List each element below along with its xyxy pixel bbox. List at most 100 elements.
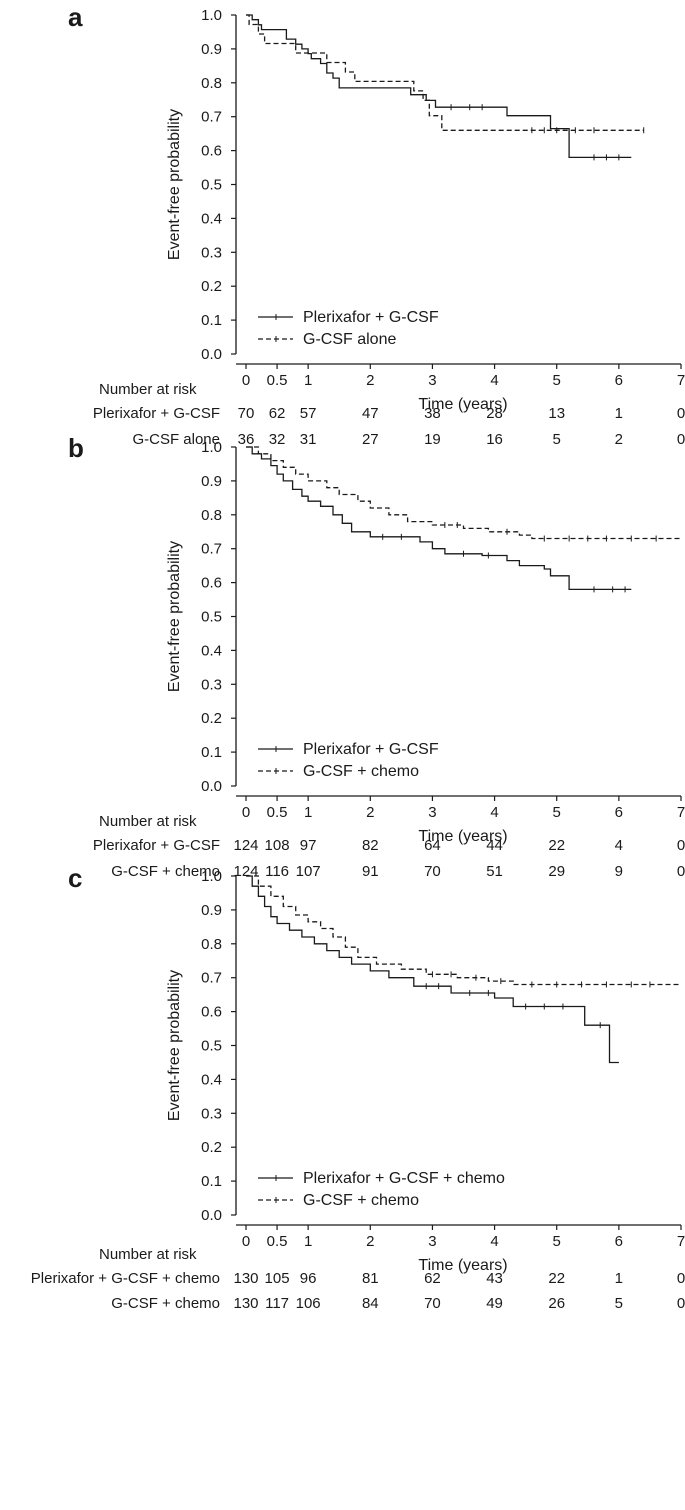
panel-b-y-tick-label: 0.5	[201, 609, 222, 626]
panel-c-risk-value: 0	[677, 1295, 685, 1312]
panel-a-y-tick-label: 0.4	[201, 210, 222, 227]
panel-b-label: b	[68, 433, 84, 463]
panel-b-risk-value: 9	[615, 863, 623, 880]
panel-c-y-tick-label: 1.0	[201, 868, 222, 885]
panel-c-legend-label-1: Plerixafor + G-CSF + chemo	[303, 1170, 505, 1187]
panel-b-y-tick-label: 0.8	[201, 507, 222, 524]
panel-a-risk-value: 70	[238, 405, 255, 422]
panel-c-risk-value: 1	[615, 1270, 623, 1287]
panel-c-series-1-line	[246, 875, 619, 1064]
panel-a-risk-value: 0	[677, 431, 685, 448]
panel-b-risk-value: 64	[424, 837, 441, 854]
panel-c-risk-value: 70	[424, 1295, 441, 1312]
panel-a-y-tick-label: 0.1	[201, 312, 222, 329]
panel-b-y-tick-label: 0.6	[201, 575, 222, 592]
panel-c-risk-value: 130	[233, 1295, 258, 1312]
panel-c-y-tick-label: 0.7	[201, 970, 222, 987]
panel-a-y-tick-label: 0.3	[201, 244, 222, 261]
panel-c-y-tick-label: 0.3	[201, 1105, 222, 1122]
panel-a-x-tick-label: 3	[428, 372, 436, 389]
panel-c-risk-value: 49	[486, 1295, 503, 1312]
panel-c-x-tick-label: 7	[677, 1233, 685, 1250]
panel-a-series-2-line	[246, 14, 644, 131]
panel-b-x-tick-label: 0.5	[267, 804, 288, 821]
panel-c-y-tick-label: 0.1	[201, 1173, 222, 1190]
panel-b-x-tick-label: 2	[366, 804, 374, 821]
panel-c-y-tick-label: 0.0	[201, 1207, 222, 1224]
panel-a-risk-value: 62	[269, 405, 286, 422]
panel-a-y-tick-label: 1.0	[201, 7, 222, 24]
panel-b-y-tick-label: 1.0	[201, 439, 222, 456]
panel-b-x-tick-label: 6	[615, 804, 623, 821]
panel-a-risk-value: 0	[677, 405, 685, 422]
panel-b-risk-value: 4	[615, 837, 623, 854]
panel-a-risk-value: 36	[238, 431, 255, 448]
panel-c-x-tick-label: 1	[304, 1233, 312, 1250]
panel-c-risk-value: 81	[362, 1270, 379, 1287]
panel-a-x-tick-label: 5	[553, 372, 561, 389]
panel-b-y-axis-title: Event-free probability	[166, 541, 183, 692]
panel-b-risk-value: 29	[548, 863, 565, 880]
panel-a-risk-value: 32	[269, 431, 286, 448]
panel-a-series-1-line	[246, 14, 632, 159]
panel-c-x-tick-label: 2	[366, 1233, 374, 1250]
panel-c-x-tick-label: 0.5	[267, 1233, 288, 1250]
panel-b-risk-header: Number at risk	[99, 813, 197, 830]
panel-a-risk-value: 31	[300, 431, 317, 448]
panel-a-y-tick-label: 0.8	[201, 75, 222, 92]
panel-b-y-tick-label: 0.3	[201, 676, 222, 693]
panel-c-risk-value: 106	[296, 1295, 321, 1312]
panel-a-risk-row-label-2: G-CSF alone	[132, 431, 220, 448]
panel-b-risk-value: 44	[486, 837, 503, 854]
panel-c-risk-value: 105	[265, 1270, 290, 1287]
panel-b-y-tick-label: 0.1	[201, 744, 222, 761]
panel-c-series-2-line	[246, 875, 681, 986]
panel-c-x-tick-label: 3	[428, 1233, 436, 1250]
panel-b-risk-value: 51	[486, 863, 503, 880]
panel-c-risk-value: 84	[362, 1295, 379, 1312]
panel-a-x-tick-label: 4	[490, 372, 498, 389]
panel-a-risk-value: 47	[362, 405, 379, 422]
panel-b-series-1-line	[246, 446, 632, 591]
panel-a-y-tick-label: 0.5	[201, 177, 222, 194]
panel-b-risk-value: 108	[265, 837, 290, 854]
panel-c-x-tick-label: 4	[490, 1233, 498, 1250]
panel-b-risk-value: 22	[548, 837, 565, 854]
panel-a-risk-value: 28	[486, 405, 503, 422]
panel-a-risk-value: 57	[300, 405, 317, 422]
panel-b-series-2-line	[246, 446, 681, 540]
panel-a-risk-value: 13	[548, 405, 565, 422]
panel-c-y-tick-label: 0.5	[201, 1038, 222, 1055]
panel-c-risk-value: 117	[265, 1295, 289, 1312]
panel-a-risk-value: 38	[424, 405, 441, 422]
panel-a-y-tick-label: 0.6	[201, 143, 222, 160]
panel-a-legend-label-1: Plerixafor + G-CSF	[303, 309, 439, 326]
panel-b-y-tick-label: 0.2	[201, 710, 222, 727]
panel-c-risk-value: 96	[300, 1270, 317, 1287]
panel-b-risk-value: 0	[677, 863, 685, 880]
panel-b-y-tick-label: 0.7	[201, 541, 222, 558]
panel-a-risk-value: 5	[553, 431, 561, 448]
panel-c-risk-value: 0	[677, 1270, 685, 1287]
panel-b-x-tick-label: 4	[490, 804, 498, 821]
panel-c-risk-value: 5	[615, 1295, 623, 1312]
panel-c-legend-label-2: G-CSF + chemo	[303, 1192, 419, 1209]
panel-c-y-tick-label: 0.9	[201, 902, 222, 919]
panel-c-x-tick-label: 5	[553, 1233, 561, 1250]
panel-a-y-tick-label: 0.7	[201, 109, 222, 126]
panel-a-risk-value: 19	[424, 431, 441, 448]
panel-c-risk-row-label-1: Plerixafor + G-CSF + chemo	[31, 1270, 220, 1287]
panel-c-risk-value: 130	[233, 1270, 258, 1287]
panel-b-legend-label-2: G-CSF + chemo	[303, 763, 419, 780]
panel-c-y-tick-label: 0.6	[201, 1004, 222, 1021]
panel-b-x-axis-title: Time (years)	[418, 828, 507, 845]
panel-b-y-tick-label: 0.9	[201, 473, 222, 490]
panel-a-label: a	[68, 2, 83, 32]
panel-b-risk-value: 124	[233, 837, 258, 854]
panel-c-risk-value: 43	[486, 1270, 503, 1287]
panel-b-risk-value: 107	[296, 863, 321, 880]
panel-b-y-tick-label: 0.4	[201, 642, 222, 659]
panel-a-x-axis-title: Time (years)	[418, 396, 507, 413]
panel-b-risk-value: 0	[677, 837, 685, 854]
